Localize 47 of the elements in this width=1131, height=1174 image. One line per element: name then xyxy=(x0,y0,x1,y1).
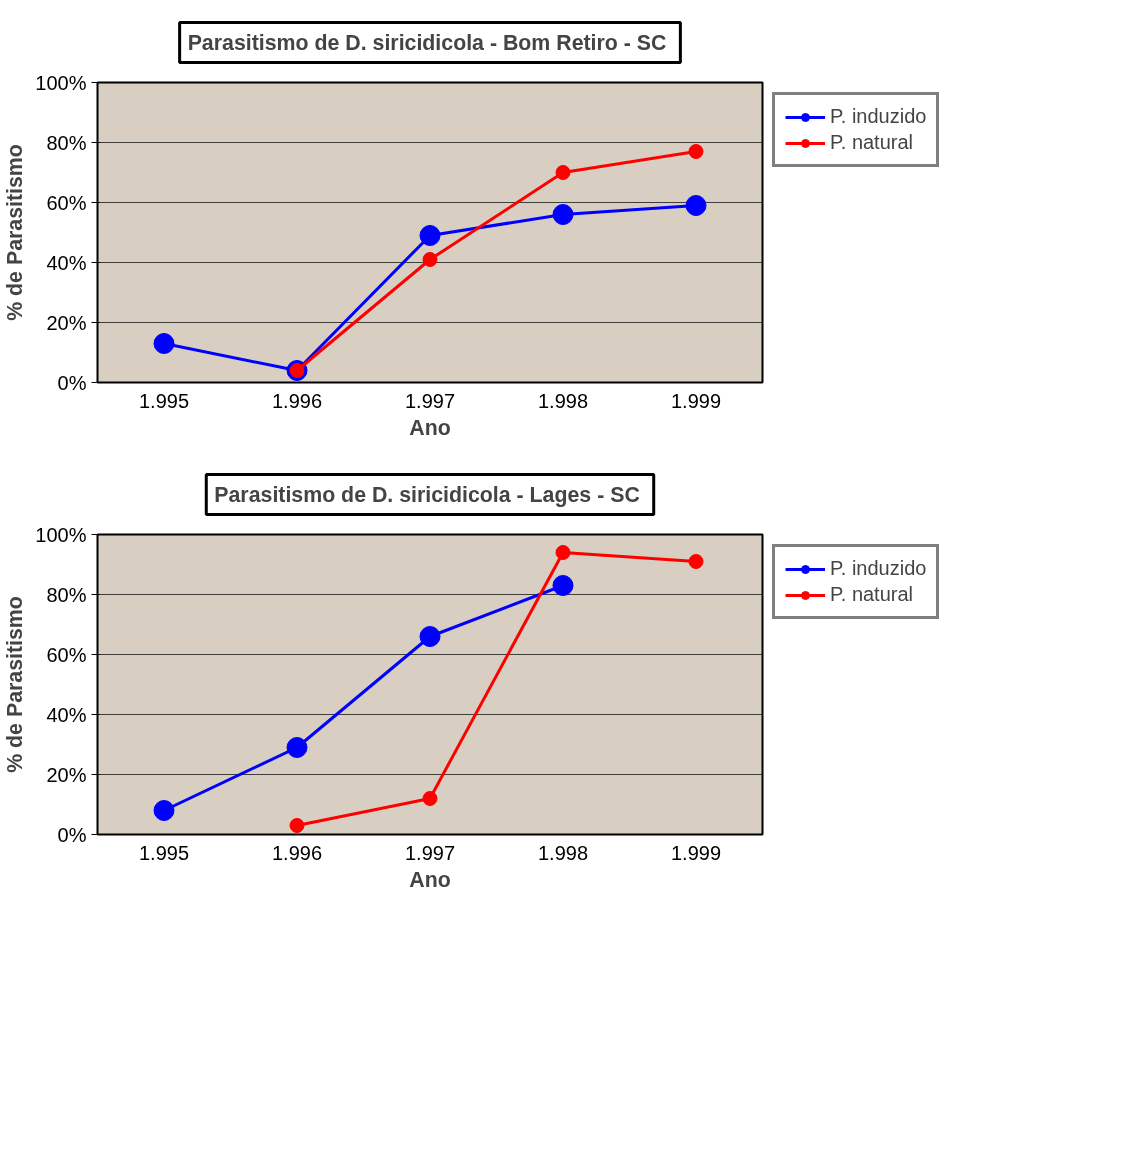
y-tick-label: 100% xyxy=(35,71,87,94)
legend-label: P. natural xyxy=(830,131,914,154)
y-tick-label: 40% xyxy=(46,703,87,726)
point xyxy=(419,626,441,647)
point xyxy=(552,204,574,225)
point xyxy=(552,575,574,596)
point xyxy=(422,791,438,806)
x-tick-label: 1.997 xyxy=(404,841,456,864)
x-tick-label: 1.997 xyxy=(404,389,456,412)
point xyxy=(419,225,441,246)
x-tick-label: 1.999 xyxy=(670,841,722,864)
y-tick-label: 60% xyxy=(46,643,87,666)
y-tick-label: 100% xyxy=(35,523,87,546)
y-tick-label: 40% xyxy=(46,251,87,274)
point xyxy=(289,818,305,833)
point xyxy=(688,554,704,569)
x-axis-title: Ano xyxy=(409,867,451,892)
y-tick-label: 80% xyxy=(46,583,87,606)
x-tick-label: 1.998 xyxy=(537,389,589,412)
y-axis-title: % de Parasitismo xyxy=(3,596,28,773)
y-tick-label: 20% xyxy=(46,763,87,786)
point xyxy=(286,737,308,758)
y-tick-label: 0% xyxy=(57,823,87,846)
point xyxy=(422,252,438,267)
chart-title: Parasitismo de D. siricidicola - Bom Retiro - SC xyxy=(187,30,667,55)
legend-label: P. induzido xyxy=(830,105,927,128)
point xyxy=(555,165,571,180)
x-tick-label: 1.998 xyxy=(537,841,589,864)
x-tick-label: 1.999 xyxy=(670,389,722,412)
point xyxy=(555,545,571,560)
chart-title: Parasitismo de D. siricidicola - Lages - SC xyxy=(214,482,640,507)
y-tick-label: 80% xyxy=(46,131,87,154)
y-tick-label: 60% xyxy=(46,191,87,214)
x-axis-title: Ano xyxy=(409,415,451,440)
x-tick-label: 1.995 xyxy=(138,389,190,412)
x-tick-label: 1.996 xyxy=(271,389,323,412)
x-tick-label: 1.995 xyxy=(138,841,190,864)
x-tick-label: 1.996 xyxy=(271,841,323,864)
legend-label: P. induzido xyxy=(830,557,927,580)
legend-label: P. natural xyxy=(830,583,914,606)
point xyxy=(685,195,707,216)
point xyxy=(153,333,175,354)
y-axis-title: % de Parasitismo xyxy=(3,144,28,321)
point xyxy=(688,144,704,159)
point xyxy=(153,800,175,821)
y-tick-label: 20% xyxy=(46,311,87,334)
y-tick-label: 0% xyxy=(57,371,87,394)
